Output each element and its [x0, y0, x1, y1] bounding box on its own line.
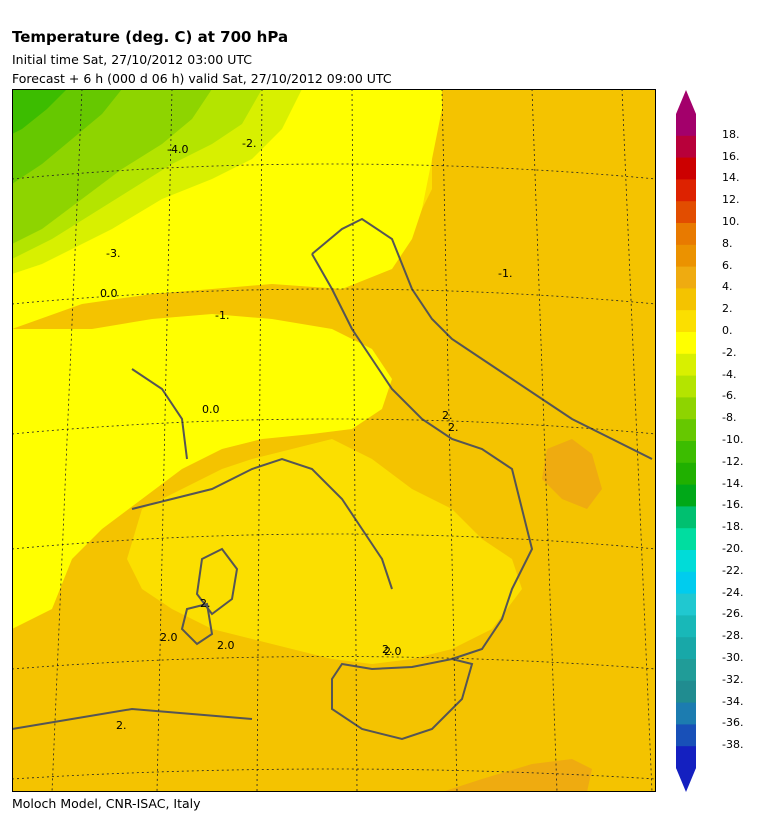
- colorbar-swatch: [676, 353, 696, 376]
- colorbar-swatch: [676, 702, 696, 725]
- colorbar-tick-label: -20.: [722, 542, 744, 555]
- contour-label: -1.: [498, 267, 512, 280]
- colorbar-tick-label: 14.: [722, 171, 740, 185]
- initial-time-label: Initial time Sat, 27/10/2012 03:00 UTC: [12, 52, 253, 67]
- colorbar-swatch: [676, 419, 696, 442]
- colorbar-swatch: [676, 637, 696, 660]
- colorbar-tick-label: 8.: [722, 236, 733, 250]
- graticule: [12, 89, 656, 792]
- contour-label: 2.: [200, 597, 211, 610]
- colorbar-swatch: [676, 288, 696, 311]
- colorbar-tick-label: 10.: [722, 215, 740, 228]
- colorbar-swatch: [676, 659, 696, 682]
- colorbar-swatch: [676, 266, 696, 289]
- colorbar-swatch: [676, 571, 696, 594]
- contour-label: 2.0: [160, 631, 178, 644]
- colorbar-swatch: [676, 484, 696, 507]
- colorbar-tick-label: -30.: [722, 651, 744, 664]
- forecast-time-label: Forecast + 6 h (000 d 06 h) valid Sat, 2…: [12, 71, 392, 86]
- colorbar-tick-label: 0.: [722, 324, 733, 337]
- colorbar-tick-label: -2.: [722, 345, 737, 359]
- colorbar-tick-label: 2.: [722, 302, 733, 316]
- contour-label: 2.0: [384, 645, 402, 658]
- colorbar-swatch: [676, 462, 696, 485]
- colorbar-top-arrow: [676, 90, 696, 114]
- colorbar-tick-label: -18.: [722, 520, 744, 534]
- colorbar-tick-label: -10.: [722, 433, 744, 446]
- contour-label: -4.0: [167, 143, 188, 156]
- colorbar-tick-label: -34.: [722, 694, 744, 708]
- colorbar-tick-label: 16.: [722, 149, 740, 163]
- colorbar-swatch: [676, 201, 696, 224]
- colorbar-swatch: [676, 310, 696, 333]
- colorbar-swatch: [676, 135, 696, 158]
- colorbar-tick-label: -38.: [722, 738, 744, 752]
- colorbar-swatch: [676, 375, 696, 398]
- colorbar-swatch: [676, 680, 696, 703]
- colorbar-tick-label: -32.: [722, 672, 744, 686]
- colorbar-tick-label: -14.: [722, 476, 744, 490]
- colorbar-tick-label: -16.: [722, 498, 744, 512]
- colorbar-tick-label: 18.: [722, 127, 740, 141]
- contour-label: 2.: [442, 409, 453, 422]
- contour-label: 2.: [116, 719, 127, 732]
- colorbar-swatch: [676, 157, 696, 180]
- contour-label: 0.0: [100, 287, 118, 300]
- colorbar-tick-label: -6.: [722, 389, 737, 403]
- colorbar-swatch: [676, 746, 696, 769]
- colorbar-swatch: [676, 397, 696, 420]
- colorbar-swatch: [676, 441, 696, 464]
- model-credit: Moloch Model, CNR-ISAC, Italy: [12, 796, 201, 811]
- colorbar-tick-label: -12.: [722, 454, 744, 468]
- contour-label: -3.: [106, 247, 120, 260]
- colorbar: [676, 90, 696, 792]
- colorbar-tick-label: -22.: [722, 563, 744, 577]
- chart-title: Temperature (deg. C) at 700 hPa: [12, 28, 289, 46]
- contour-label: 0.0: [202, 403, 220, 416]
- colorbar-swatch: [676, 593, 696, 616]
- contour-label: -2.: [242, 137, 256, 150]
- temperature-map: -4.0 -2. -3. 0.0 -1. 0.0 -1. 2. 2. 2. 2.…: [12, 89, 656, 792]
- colorbar-swatch: [676, 615, 696, 638]
- colorbar-swatch: [676, 528, 696, 551]
- colorbar-swatch: [676, 332, 696, 355]
- colorbar-bottom-arrow: [676, 768, 696, 792]
- colorbar-swatch: [676, 506, 696, 529]
- colorbar-swatch: [676, 724, 696, 747]
- colorbar-swatch: [676, 223, 696, 246]
- colorbar-tick-label: -24.: [722, 585, 744, 599]
- contour-label: -1.: [215, 309, 229, 322]
- colorbar-tick-label: -26.: [722, 607, 744, 621]
- colorbar-tick-label: 12.: [722, 193, 740, 207]
- contour-label: 2.: [448, 421, 459, 434]
- colorbar-tick-label: -36.: [722, 716, 744, 730]
- colorbar-tick-label: 4.: [722, 280, 733, 294]
- colorbar-tick-label: -28.: [722, 629, 744, 643]
- temp-band-4-6: [442, 439, 602, 792]
- colorbar-swatch: [676, 244, 696, 267]
- colorbar-tick-label: -8.: [722, 411, 737, 425]
- colorbar-tick-label: -4.: [722, 367, 737, 381]
- temp-band-minus12-minus10: [12, 89, 67, 134]
- colorbar-swatch: [676, 179, 696, 202]
- contour-label: 2.0: [217, 639, 235, 652]
- colorbar-tick-label: 6.: [722, 258, 733, 272]
- coastlines: [12, 217, 653, 741]
- colorbar-swatch: [676, 550, 696, 573]
- colorbar-swatch: [676, 114, 696, 137]
- map-frame: [12, 89, 656, 792]
- contour-label: 2.: [382, 643, 393, 656]
